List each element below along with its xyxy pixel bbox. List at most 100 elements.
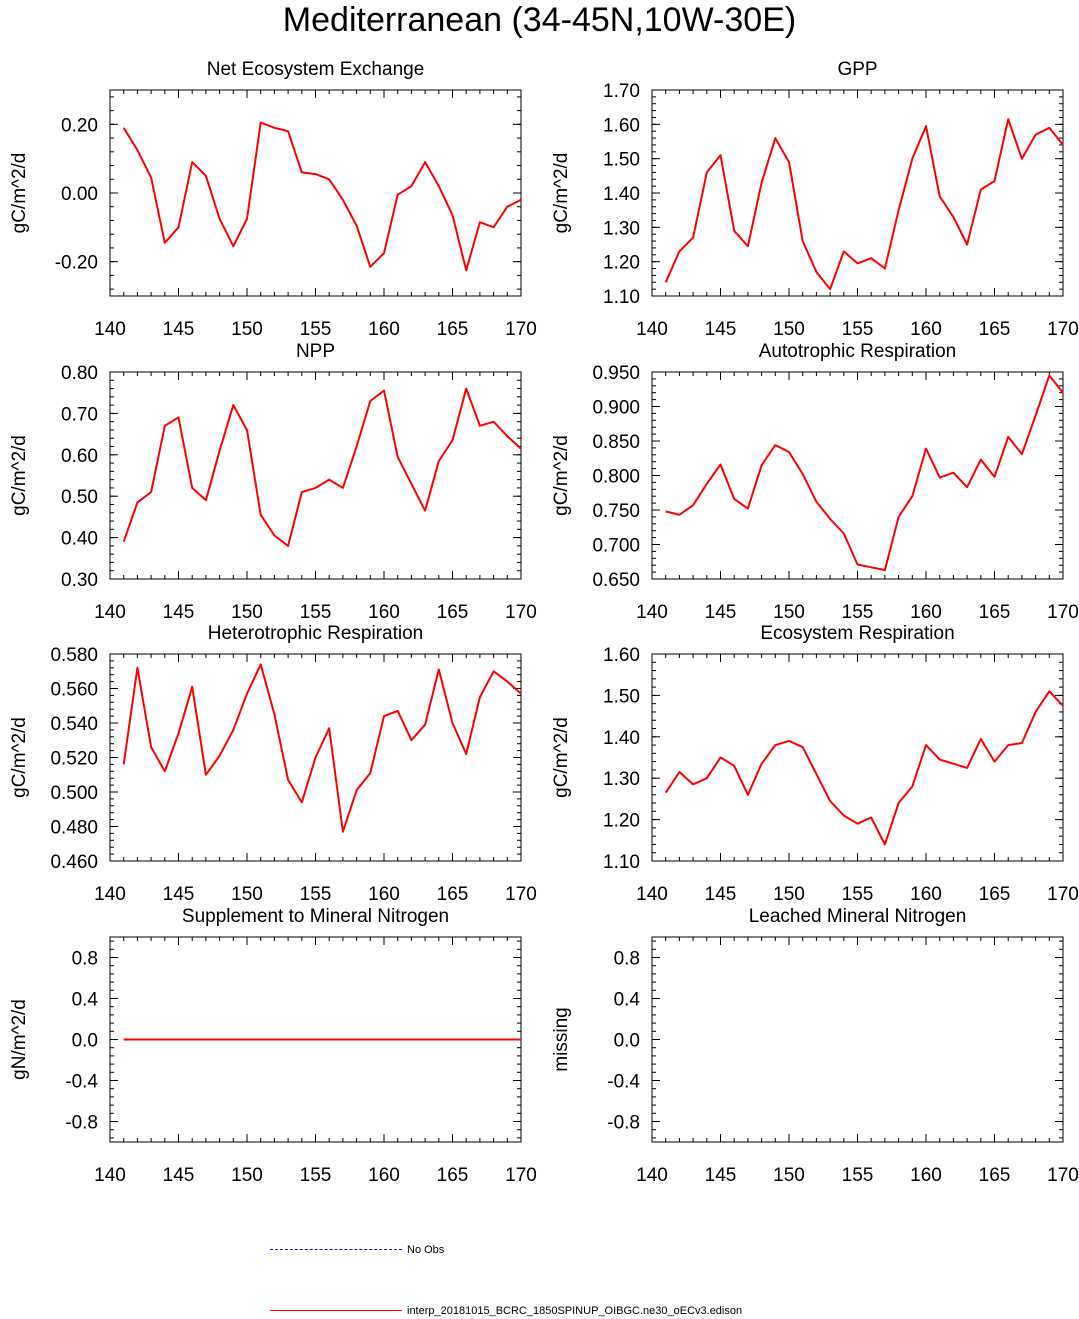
y-tick-label: 0.800 [592,467,640,488]
y-axis-label: gC/m^2/d [9,435,30,516]
series-line [122,663,522,833]
y-tick-label: 1.40 [603,184,640,205]
chart-panel-4: 140 145 150 155 160 165 170 0.650 0.700 0.750 0.80… [551,341,1079,623]
x-tick-label: 140 [94,884,126,905]
y-tick-label: 1.60 [603,115,640,136]
x-tick-label: 170 [1047,884,1079,905]
plot-frame [651,653,1064,862]
series-line [664,690,1064,846]
x-tick-label: 155 [842,1165,874,1186]
y-tick-label: 1.50 [603,686,640,707]
y-tick-label: 0.30 [61,570,98,591]
legend-swatch-obs [270,1249,402,1250]
y-tick-label: -0.20 [55,253,98,274]
x-tick-label: 150 [231,1165,263,1186]
legend: No Obs interp_20181015_BCRC_1850SPINUP_O… [270,1238,830,1317]
y-tick-label: 0.480 [50,818,98,839]
x-tick-label: 160 [368,319,400,340]
x-tick-label: 155 [300,319,332,340]
chart-panel-2: 140 145 150 155 160 165 170 1.10 1.20 1.30 1.40 1.5… [551,59,1079,340]
y-tick-label: 1.70 [603,81,640,102]
x-tick-label: 155 [300,884,332,905]
x-tick-label: 140 [636,1165,668,1186]
y-tick-label: 0.50 [61,487,98,508]
x-tick-label: 150 [231,884,263,905]
x-tick-label: 155 [842,602,874,623]
x-tick-label: 165 [979,602,1011,623]
x-tick-label: 150 [773,319,805,340]
x-tick-label: 145 [705,1165,737,1186]
y-tick-label: 1.20 [603,811,640,832]
y-tick-label: 1.50 [603,150,640,171]
y-tick-label: 0.4 [614,990,641,1011]
panel-title: GPP [837,59,877,80]
series-line [664,118,1064,291]
series-line [122,121,522,272]
x-tick-label: 165 [979,884,1011,905]
y-tick-label: 0.00 [61,184,98,205]
x-tick-label: 145 [163,319,195,340]
x-tick-label: 155 [842,319,874,340]
x-tick-label: 160 [910,319,942,340]
plot-frame [651,89,1064,297]
y-tick-label: -0.8 [65,1113,98,1134]
y-tick-label: -0.8 [607,1113,640,1134]
legend-swatch-model [270,1310,402,1311]
y-axis-label: gC/m^2/d [551,153,572,234]
y-tick-label: 0.0 [72,1031,98,1052]
y-tick-label: 0.950 [592,363,640,384]
y-tick-label: 0.900 [592,398,640,419]
x-tick-label: 170 [1047,1165,1079,1186]
y-axis-label: gC/m^2/d [9,153,30,234]
y-tick-label: 1.30 [603,218,640,239]
x-tick-label: 140 [636,319,668,340]
x-tick-label: 150 [773,1165,805,1186]
y-tick-label: 0.560 [50,680,98,701]
x-tick-label: 145 [705,319,737,340]
x-tick-label: 145 [705,602,737,623]
x-tick-label: 155 [300,602,332,623]
x-tick-label: 160 [368,1165,400,1186]
y-tick-label: 0.60 [61,446,98,467]
x-tick-label: 170 [505,319,537,340]
x-tick-label: 140 [636,884,668,905]
series-line [122,387,522,547]
y-tick-label: 1.40 [603,728,640,749]
y-tick-label: 0.580 [50,645,98,666]
x-tick-label: 165 [437,1165,469,1186]
x-tick-label: 150 [231,602,263,623]
x-tick-label: 160 [368,602,400,623]
panel-title: Heterotrophic Respiration [208,623,423,644]
x-tick-label: 150 [773,884,805,905]
x-tick-label: 165 [437,602,469,623]
x-tick-label: 140 [94,602,126,623]
y-tick-label: 0.750 [592,501,640,522]
x-tick-label: 150 [231,319,263,340]
y-tick-label: 1.60 [603,645,640,666]
panel-title: Net Ecosystem Exchange [207,59,425,80]
y-tick-label: 0.70 [61,404,98,425]
y-tick-label: 0.20 [61,115,98,136]
x-tick-label: 155 [300,1165,332,1186]
plot-frame [109,89,522,297]
chart-panel-5: 140 145 150 155 160 165 170 0.460 0.480 0.500 0.52… [9,623,537,905]
y-tick-label: 1.10 [603,852,640,873]
panel-title: Leached Mineral Nitrogen [749,906,967,927]
plot-frame [109,371,522,580]
x-tick-label: 145 [163,602,195,623]
x-tick-label: 165 [437,884,469,905]
panel-title: Ecosystem Respiration [760,623,954,644]
x-tick-label: 170 [505,602,537,623]
y-tick-label: 0.4 [72,990,99,1011]
y-tick-label: 1.10 [603,287,640,308]
y-tick-label: 0.40 [61,529,98,550]
x-tick-label: 140 [94,319,126,340]
y-tick-label: 1.30 [603,769,640,790]
y-tick-label: 0.540 [50,714,98,735]
figure-title: Mediterranean (34-45N,10W-30E) [282,1,797,39]
y-tick-label: 0.500 [50,783,98,804]
y-tick-label: 0.700 [592,536,640,557]
panel-title: Supplement to Mineral Nitrogen [182,906,449,927]
y-tick-label: 0.8 [614,949,640,970]
